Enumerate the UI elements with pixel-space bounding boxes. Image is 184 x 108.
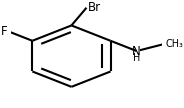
Text: N: N [132, 44, 141, 58]
Text: CH₃: CH₃ [166, 39, 183, 49]
Text: F: F [1, 25, 7, 38]
Text: H: H [133, 53, 140, 63]
Text: Br: Br [88, 1, 101, 14]
